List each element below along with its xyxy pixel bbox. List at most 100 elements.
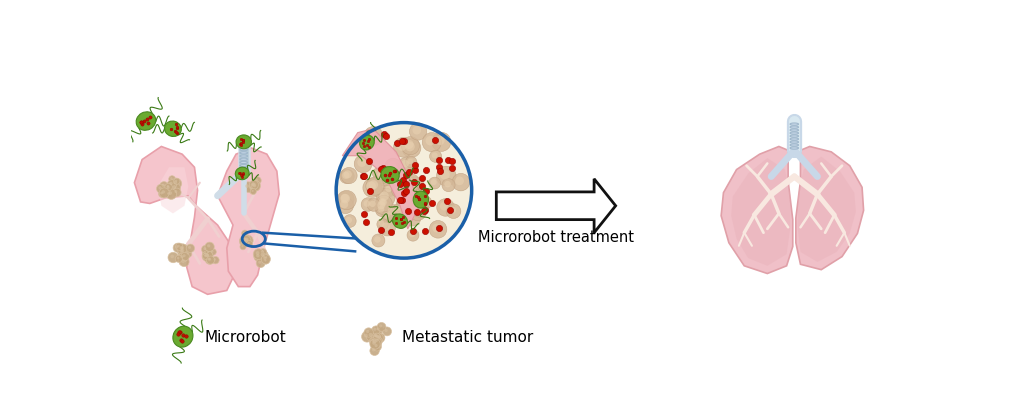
- Circle shape: [178, 254, 187, 263]
- Circle shape: [368, 131, 377, 140]
- Circle shape: [181, 253, 189, 261]
- Circle shape: [415, 190, 427, 202]
- Circle shape: [167, 193, 170, 195]
- Circle shape: [442, 179, 455, 192]
- Circle shape: [204, 252, 206, 255]
- Circle shape: [188, 246, 191, 249]
- Circle shape: [422, 133, 441, 152]
- Circle shape: [204, 252, 213, 261]
- Circle shape: [337, 198, 353, 214]
- Ellipse shape: [791, 142, 799, 144]
- Circle shape: [202, 246, 210, 254]
- Circle shape: [242, 245, 244, 247]
- Circle shape: [374, 328, 377, 331]
- Circle shape: [246, 241, 253, 247]
- Circle shape: [340, 201, 348, 209]
- Circle shape: [372, 339, 375, 342]
- Circle shape: [409, 188, 415, 195]
- Circle shape: [402, 139, 421, 158]
- Circle shape: [401, 137, 420, 155]
- Circle shape: [432, 153, 437, 159]
- Circle shape: [250, 181, 258, 190]
- Circle shape: [177, 244, 187, 254]
- Circle shape: [396, 184, 414, 202]
- Circle shape: [175, 180, 177, 182]
- Ellipse shape: [791, 145, 799, 147]
- Circle shape: [178, 247, 188, 257]
- Circle shape: [379, 325, 382, 328]
- Circle shape: [402, 187, 408, 193]
- Circle shape: [258, 251, 268, 261]
- Circle shape: [205, 256, 214, 265]
- Circle shape: [243, 232, 246, 234]
- Circle shape: [400, 178, 416, 193]
- Circle shape: [261, 255, 270, 264]
- Polygon shape: [798, 157, 856, 262]
- Circle shape: [399, 188, 408, 196]
- Ellipse shape: [165, 122, 181, 137]
- Circle shape: [397, 189, 404, 196]
- Circle shape: [404, 177, 424, 197]
- Circle shape: [449, 207, 456, 214]
- Ellipse shape: [791, 123, 799, 126]
- Circle shape: [412, 206, 421, 215]
- Circle shape: [362, 179, 382, 198]
- Ellipse shape: [414, 192, 428, 209]
- Circle shape: [240, 238, 246, 244]
- Circle shape: [253, 249, 264, 260]
- Circle shape: [169, 176, 175, 183]
- Circle shape: [413, 126, 421, 135]
- Circle shape: [265, 256, 267, 259]
- Circle shape: [418, 197, 432, 210]
- Circle shape: [250, 187, 253, 190]
- Ellipse shape: [359, 136, 374, 151]
- Circle shape: [398, 158, 414, 173]
- Circle shape: [396, 184, 411, 199]
- Circle shape: [406, 142, 415, 152]
- Circle shape: [375, 334, 384, 343]
- Circle shape: [404, 140, 414, 150]
- Circle shape: [252, 190, 254, 192]
- Circle shape: [242, 238, 244, 241]
- Circle shape: [204, 247, 206, 250]
- Circle shape: [372, 326, 380, 335]
- Circle shape: [240, 244, 246, 250]
- Ellipse shape: [791, 127, 799, 129]
- Circle shape: [432, 133, 451, 152]
- Circle shape: [409, 203, 426, 221]
- Circle shape: [170, 183, 180, 193]
- Circle shape: [337, 191, 356, 210]
- Ellipse shape: [240, 152, 248, 154]
- Circle shape: [407, 230, 419, 242]
- Circle shape: [396, 196, 416, 216]
- Circle shape: [402, 195, 413, 204]
- Circle shape: [171, 179, 181, 190]
- Circle shape: [205, 242, 214, 252]
- Circle shape: [367, 182, 376, 192]
- Polygon shape: [497, 179, 615, 233]
- Circle shape: [374, 237, 381, 243]
- Circle shape: [165, 184, 174, 193]
- Circle shape: [256, 252, 259, 255]
- Circle shape: [375, 199, 390, 215]
- Circle shape: [385, 329, 388, 332]
- Ellipse shape: [240, 149, 248, 152]
- Circle shape: [385, 159, 401, 176]
- Circle shape: [244, 238, 247, 242]
- Circle shape: [417, 192, 423, 198]
- Circle shape: [444, 181, 451, 188]
- Circle shape: [166, 191, 173, 198]
- Circle shape: [168, 253, 178, 263]
- Circle shape: [263, 257, 266, 261]
- Circle shape: [379, 220, 395, 236]
- Circle shape: [396, 214, 403, 221]
- Circle shape: [159, 187, 162, 190]
- Circle shape: [375, 335, 378, 337]
- Circle shape: [382, 223, 390, 231]
- Circle shape: [391, 166, 398, 173]
- Circle shape: [394, 187, 400, 193]
- Circle shape: [383, 184, 396, 197]
- Circle shape: [252, 183, 256, 187]
- Circle shape: [263, 256, 265, 258]
- Circle shape: [403, 194, 417, 207]
